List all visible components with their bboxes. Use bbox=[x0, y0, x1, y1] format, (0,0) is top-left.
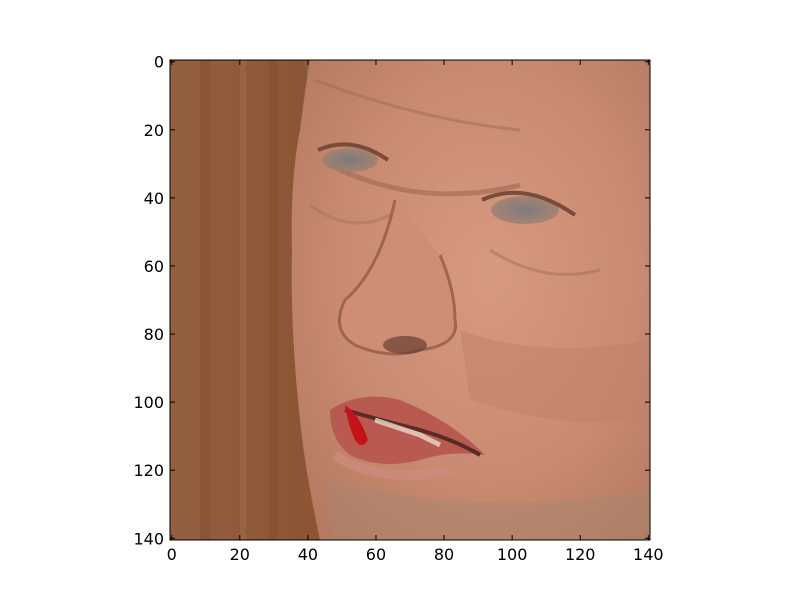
x-tick-label: 120 bbox=[565, 545, 596, 564]
y-tick-label: 40 bbox=[144, 189, 164, 208]
x-tick-label: 140 bbox=[633, 545, 664, 564]
lip-blood bbox=[345, 405, 368, 445]
x-tick-label: 20 bbox=[230, 545, 250, 564]
nose bbox=[337, 199, 458, 356]
y-tick-label: 100 bbox=[133, 393, 164, 412]
x-tick-label: 40 bbox=[298, 545, 318, 564]
x-tick-label: 60 bbox=[366, 545, 386, 564]
y-tick-label: 0 bbox=[154, 53, 164, 72]
y-tick-label: 80 bbox=[144, 325, 164, 344]
x-tick-label: 100 bbox=[497, 545, 528, 564]
y-tick-label: 120 bbox=[133, 461, 164, 480]
x-tick-label: 0 bbox=[167, 545, 177, 564]
y-tick-label: 60 bbox=[144, 257, 164, 276]
x-tick-label: 80 bbox=[434, 545, 454, 564]
axes-frame bbox=[169, 59, 651, 541]
right-eye bbox=[491, 196, 559, 224]
x-axis: 0 20 40 60 80 100 120 140 bbox=[167, 60, 664, 564]
y-tick-label: 140 bbox=[133, 529, 164, 548]
y-tick-label: 20 bbox=[144, 121, 164, 140]
y-axis: 0 20 40 60 80 100 120 140 bbox=[133, 53, 650, 548]
face-image bbox=[170, 60, 650, 540]
left-eye bbox=[322, 148, 378, 172]
